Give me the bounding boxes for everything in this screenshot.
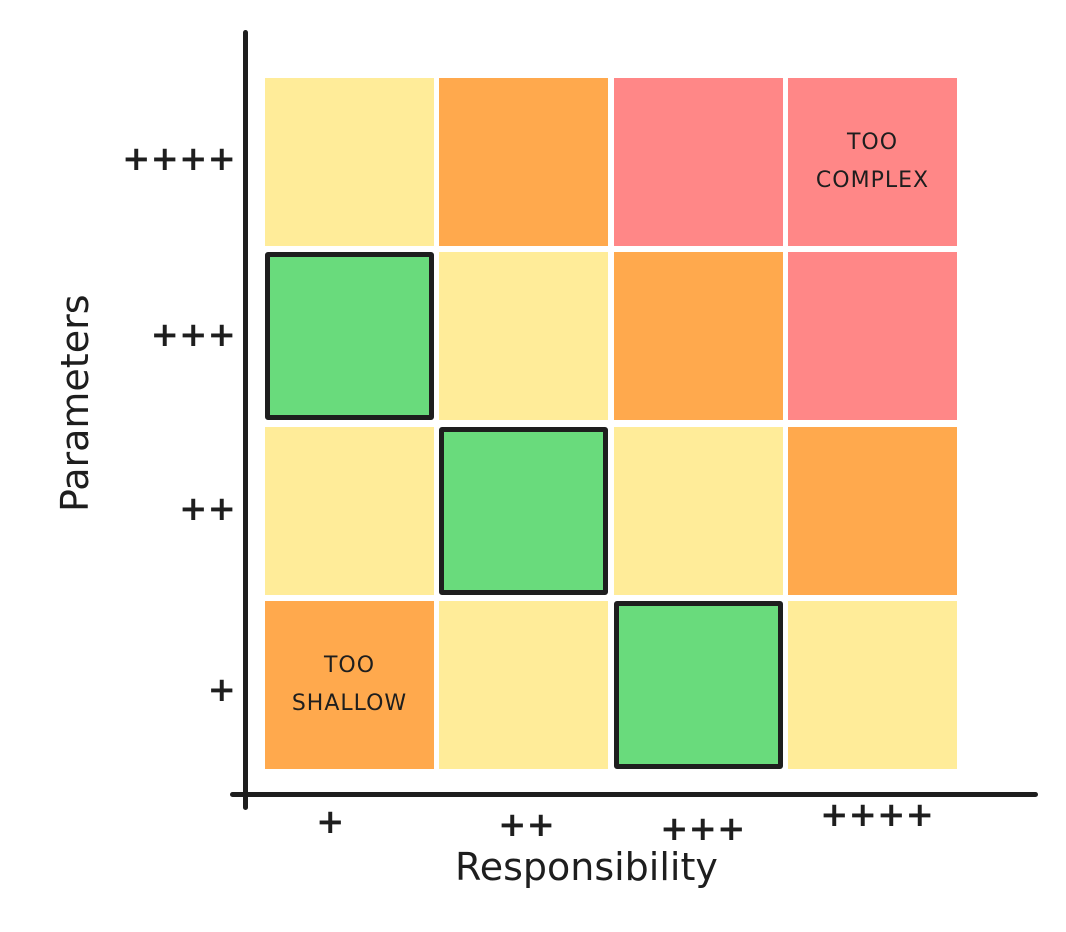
- cell-annotation: TOO SHALLOW: [291, 653, 408, 716]
- heatmap-cell-mid: TOO SHALLOW: [265, 601, 434, 769]
- heatmap-cell-mid: [788, 427, 957, 595]
- y-tick-1: +: [207, 670, 237, 710]
- x-tick-3: +++: [660, 809, 746, 849]
- heatmap-cell-ideal: [439, 427, 608, 595]
- x-axis-label: Responsibility: [455, 845, 718, 889]
- y-axis-line: [243, 30, 248, 810]
- heatmap-cell-ideal: [614, 601, 783, 769]
- heatmap-cell-high: [614, 78, 783, 246]
- heatmap-cell-low: [439, 601, 608, 769]
- y-tick-2: ++: [179, 489, 236, 529]
- heatmap-cell-low: [265, 78, 434, 246]
- heatmap-cell-low: [788, 601, 957, 769]
- y-tick-4: ++++: [122, 139, 236, 179]
- x-tick-2: ++: [498, 805, 555, 845]
- heatmap-cell-high: [788, 252, 957, 420]
- x-tick-4: ++++: [820, 795, 934, 835]
- y-axis-label: Parameters: [53, 294, 97, 513]
- heatmap-cell-mid: [439, 78, 608, 246]
- x-tick-1: +: [316, 802, 345, 842]
- heatmap-cell-mid: [614, 252, 783, 420]
- heatmap-cell-low: [265, 427, 434, 595]
- x-axis-line: [230, 792, 1038, 797]
- heatmap-cell-ideal: [265, 252, 434, 420]
- heatmap-cell-high: TOO COMPLEX: [788, 78, 957, 246]
- y-tick-3: +++: [150, 315, 236, 355]
- heatmap-cell-low: [614, 427, 783, 595]
- heatmap-cell-low: [439, 252, 608, 420]
- cell-annotation: TOO COMPLEX: [815, 130, 930, 193]
